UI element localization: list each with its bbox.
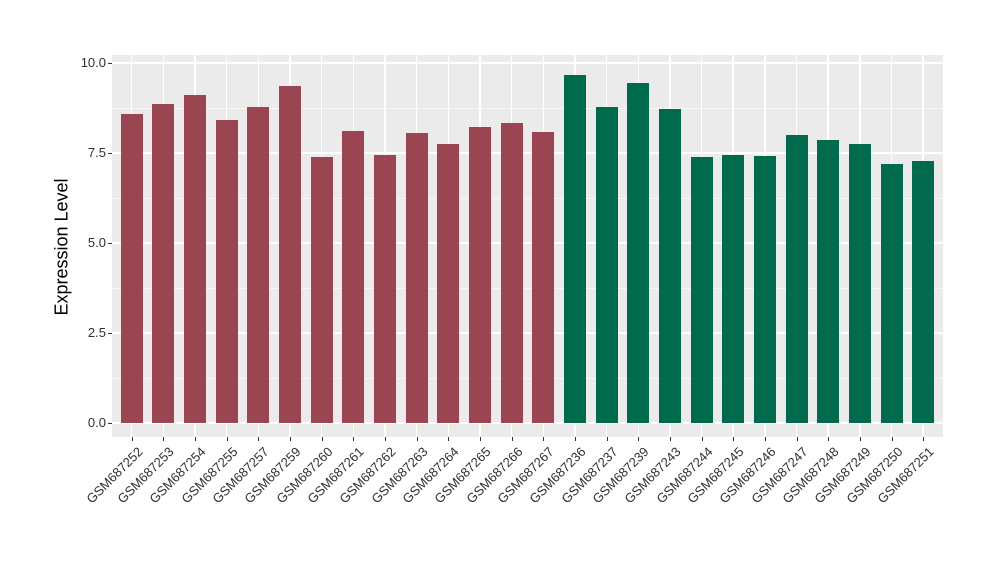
x-tick-mark	[638, 437, 640, 441]
bar-GSM687254	[184, 94, 207, 423]
gridline-h-minor	[112, 377, 943, 379]
x-tick-mark	[701, 437, 703, 441]
gridline-h-major	[112, 152, 943, 154]
y-tick-label: 10.0	[80, 55, 106, 70]
x-tick-mark	[290, 437, 291, 441]
x-tick-mark	[923, 437, 925, 441]
x-tick-mark	[416, 437, 418, 441]
x-tick-mark	[733, 437, 735, 441]
x-tick-mark	[543, 437, 545, 441]
bar-GSM687248	[817, 140, 840, 423]
bar-GSM687267	[532, 132, 555, 423]
x-tick-mark	[669, 437, 671, 441]
bar-GSM687259	[279, 86, 301, 423]
x-tick-mark	[574, 437, 576, 441]
bar-GSM687247	[785, 135, 808, 423]
bar-GSM687260	[310, 156, 333, 423]
gridline-h-minor	[112, 287, 943, 289]
x-tick-mark	[195, 437, 197, 441]
bar-GSM687237	[595, 106, 618, 423]
y-tick-label: 5.0	[87, 235, 106, 250]
bar-GSM687255	[215, 119, 238, 423]
bar-GSM687257	[247, 106, 270, 423]
x-tick-mark	[384, 437, 386, 441]
y-tick-mark	[108, 63, 112, 64]
bar-GSM687246	[753, 155, 776, 423]
x-tick-mark	[226, 437, 228, 441]
y-tick-mark	[108, 423, 112, 424]
bar-GSM687264	[437, 143, 460, 423]
bar-GSM687263	[405, 133, 428, 423]
bar-GSM687243	[658, 109, 681, 423]
bar-GSM687250	[880, 163, 903, 423]
x-tick-mark	[258, 437, 260, 441]
bar-GSM687252	[120, 114, 143, 423]
x-tick-mark	[511, 437, 513, 441]
y-tick-label: 0.0	[87, 415, 106, 430]
x-tick-mark	[764, 437, 766, 441]
gridline-h-minor	[112, 107, 943, 109]
x-tick-mark	[796, 437, 798, 441]
gridline-h-major	[112, 62, 943, 64]
y-tick-label: 7.5	[87, 145, 106, 160]
bar-GSM687249	[848, 143, 871, 423]
bar-GSM687251	[912, 160, 935, 423]
gridline-h-major	[112, 422, 943, 424]
y-tick-mark	[108, 153, 112, 154]
gridline-h-minor	[112, 197, 943, 199]
bar-GSM687253	[152, 104, 175, 423]
bar-GSM687239	[627, 82, 650, 423]
y-tick-label: 2.5	[87, 325, 106, 340]
bar-GSM687236	[563, 74, 586, 423]
x-tick-mark	[448, 437, 450, 441]
x-tick-mark	[891, 437, 893, 441]
x-tick-mark	[353, 437, 355, 441]
bar-GSM687266	[500, 123, 523, 423]
x-tick-mark	[131, 437, 133, 441]
x-tick-mark	[321, 437, 323, 441]
y-tick-mark	[108, 333, 112, 334]
x-tick-mark	[163, 437, 165, 441]
bar-GSM687261	[342, 131, 365, 423]
x-tick-mark	[828, 437, 830, 441]
bar-GSM687244	[690, 157, 713, 423]
x-tick-mark	[479, 437, 481, 441]
gridline-h-major	[112, 242, 943, 244]
y-tick-mark	[108, 243, 112, 244]
bar-GSM687245	[722, 154, 745, 423]
x-tick-mark	[859, 437, 861, 441]
bar-GSM687265	[468, 127, 491, 423]
plot-panel	[112, 55, 943, 437]
gridline-h-major	[112, 332, 943, 334]
bar-GSM687262	[373, 154, 396, 423]
x-tick-mark	[606, 437, 608, 441]
